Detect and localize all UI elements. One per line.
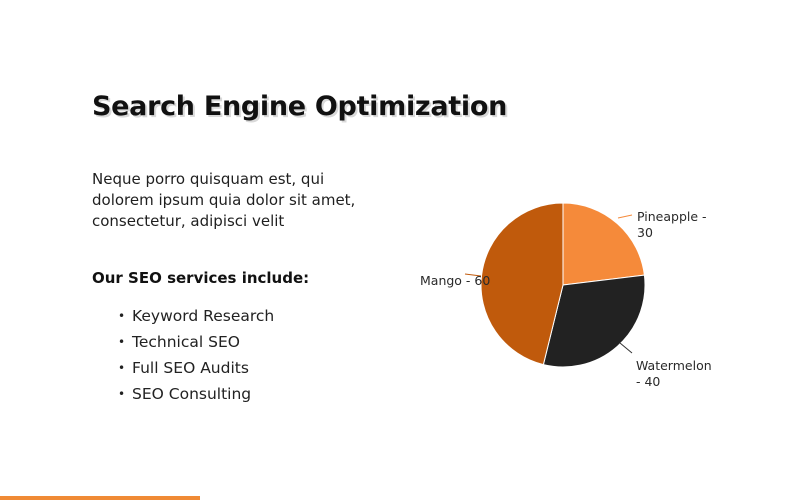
data-label-watermelon: - 40 [636,374,660,389]
accent-bar [0,496,200,500]
intro-text: Neque porro quisquam est, qui dolorem ip… [92,170,356,230]
leader-line-watermelon [619,342,633,354]
service-label: SEO Consulting [132,385,252,403]
bullet-icon: • [118,309,126,323]
data-label-mango: Mango - 60 [420,273,490,288]
data-label-pineapple: Pineapple - [637,209,707,224]
services-list: • Keyword Research • Technical SEO • Full S… [118,303,274,407]
service-item: • Keyword Research [118,303,274,329]
data-label-watermelon: Watermelon [636,358,712,373]
leader-line-pineapple [617,214,633,219]
service-label: Full SEO Audits [132,359,249,377]
service-item: • Technical SEO [118,329,274,355]
slide-title: Search Engine Optimization [92,91,507,122]
data-label-pineapple: 30 [637,225,653,240]
bullet-icon: • [118,361,126,375]
leader-line-mango [464,273,482,277]
pie-slice-pineapple [562,202,645,286]
pie-slice-mango [480,202,564,366]
service-label: Keyword Research [132,307,275,325]
service-label: Technical SEO [132,333,240,351]
pie-chart: Pineapple -30 Watermelon- 40 Mango - 60 [420,202,712,389]
service-item: • SEO Consulting [118,381,274,407]
bullet-icon: • [118,387,126,401]
services-heading: Our SEO services include: [92,269,310,287]
bullet-icon: • [118,335,126,349]
service-item: • Full SEO Audits [118,355,274,381]
pie-slice-watermelon [542,274,646,368]
